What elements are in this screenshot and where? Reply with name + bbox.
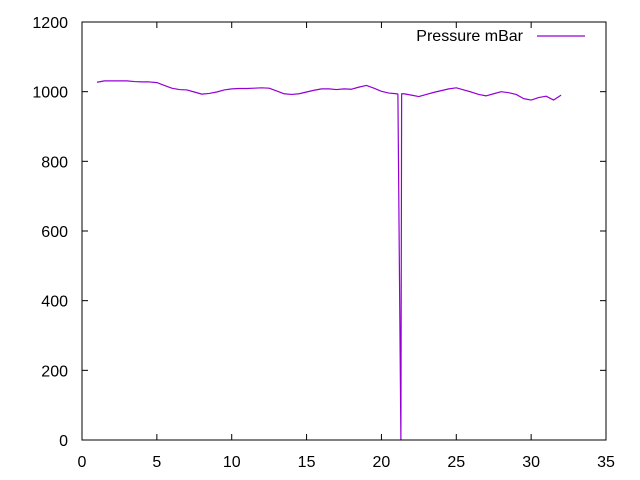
legend: Pressure mBar [416,28,585,45]
legend-label: Pressure mBar [416,28,523,45]
axes-layer: 0 5 10 15 20 25 30 35 0 200 400 600 800 1000 1200 [32,15,615,471]
x-tick-label: 15 [298,454,316,471]
y-tick-label: 600 [41,224,68,241]
y-tick-label: 800 [41,154,68,171]
y-tick-label: 400 [41,294,68,311]
y-tick-label: 1000 [32,85,68,102]
series-layer [96,80,562,440]
x-tick-label: 5 [152,454,161,471]
x-tick-label: 0 [78,454,87,471]
x-tick-label: 20 [373,454,391,471]
y-tick-label: 1200 [32,15,68,32]
x-tick-label: 25 [447,454,465,471]
y-tick-label: 200 [41,363,68,380]
x-tick-label: 30 [522,454,540,471]
y-tick-label: 0 [59,433,68,450]
x-tick-label: 35 [597,454,615,471]
x-tick-label: 10 [223,454,241,471]
plot-frame [81,21,607,441]
series-line-0 [96,80,562,440]
